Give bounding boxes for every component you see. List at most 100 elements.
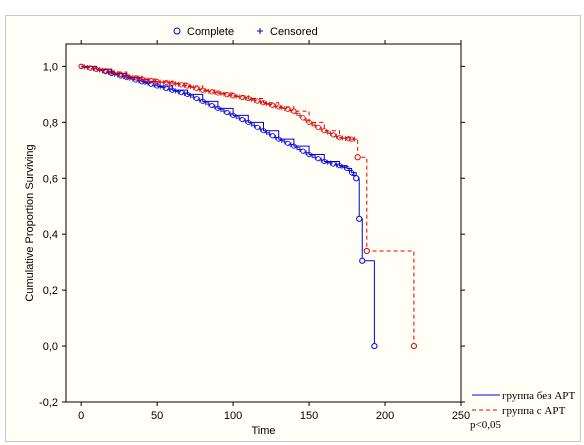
censored-marker-0 xyxy=(203,100,209,106)
y-tick-label: -0,2 xyxy=(39,397,58,409)
censored-marker-1 xyxy=(303,117,309,123)
complete-marker-1 xyxy=(209,89,215,95)
censored-marker-1 xyxy=(251,97,257,103)
p-value-annotation: p<0,05 xyxy=(470,419,501,431)
legend-complete-label: Complete xyxy=(187,26,234,38)
complete-marker-1 xyxy=(345,136,352,142)
legend-layer: Complete Censored группа без АРТ группа с А… xyxy=(173,26,576,431)
complete-marker-0 xyxy=(148,81,154,87)
complete-marker-1 xyxy=(108,69,115,75)
complete-marker-0 xyxy=(254,124,261,130)
complete-marker-0 xyxy=(215,105,221,111)
complete-marker-1 xyxy=(285,106,291,113)
censored-marker-1 xyxy=(288,107,294,113)
censored-marker-0 xyxy=(342,165,348,171)
complete-marker-1 xyxy=(148,78,154,84)
complete-marker-0 xyxy=(133,77,139,83)
complete-marker-0 xyxy=(139,79,145,85)
censored-marker-1 xyxy=(84,64,90,70)
censored-marker-0 xyxy=(166,86,172,92)
event-marker-0 xyxy=(371,342,378,350)
complete-marker-0 xyxy=(300,148,306,154)
censored-marker-0 xyxy=(264,129,270,135)
censored-marker-0 xyxy=(175,89,181,95)
complete-marker-0 xyxy=(315,156,321,162)
censored-marker-0 xyxy=(160,85,166,91)
complete-marker-1 xyxy=(102,68,109,74)
censored-marker-1 xyxy=(112,70,118,76)
censored-marker-1 xyxy=(206,88,212,94)
complete-marker-0 xyxy=(194,95,200,102)
markers-layer xyxy=(78,63,418,350)
plot-frame xyxy=(65,43,462,403)
event-marker-1 xyxy=(354,154,361,161)
series-line-1 xyxy=(81,65,415,347)
censored-marker-1 xyxy=(236,94,242,100)
x-tick-label: 0 xyxy=(78,410,84,422)
complete-marker-0 xyxy=(200,98,206,104)
legend-series-0-label: группа без АРТ xyxy=(502,390,576,402)
censored-marker-0 xyxy=(324,159,330,165)
complete-marker-0 xyxy=(209,102,215,109)
x-tick-label: 250 xyxy=(452,410,470,422)
complete-marker-1 xyxy=(184,83,191,89)
labels-layer: 0 50 100 150 200 250 -0,2 0,0 0,2 0,4 0,6 0,8 1,0 Tim… xyxy=(24,61,470,437)
complete-marker-1 xyxy=(330,132,336,138)
complete-marker-1 xyxy=(239,94,245,101)
legend-complete-icon xyxy=(173,27,181,35)
complete-marker-0 xyxy=(184,91,191,97)
complete-marker-0 xyxy=(276,136,282,142)
censored-marker-0 xyxy=(233,114,239,120)
censored-marker-1 xyxy=(282,106,288,112)
complete-marker-1 xyxy=(276,104,282,110)
censored-marker-1 xyxy=(218,91,224,97)
censored-marker-1 xyxy=(233,93,239,99)
censored-marker-1 xyxy=(136,75,142,81)
complete-marker-0 xyxy=(108,70,115,76)
y-tick-label: 1,0 xyxy=(43,61,58,73)
series-layer xyxy=(81,65,415,347)
complete-marker-1 xyxy=(93,66,99,72)
y-axis-label: Cumulative Proportion Surviving xyxy=(24,144,36,301)
censored-marker-1 xyxy=(166,80,172,86)
complete-marker-0 xyxy=(245,119,251,125)
complete-marker-1 xyxy=(230,93,236,99)
complete-marker-0 xyxy=(118,73,124,79)
censored-marker-1 xyxy=(90,66,96,72)
complete-marker-1 xyxy=(270,102,276,108)
censored-marker-1 xyxy=(115,71,121,77)
censored-marker-1 xyxy=(273,103,279,109)
complete-marker-1 xyxy=(139,76,145,82)
censored-marker-1 xyxy=(96,67,102,73)
censored-marker-0 xyxy=(279,137,285,143)
complete-marker-1 xyxy=(194,85,200,92)
censored-marker-1 xyxy=(324,129,330,135)
complete-marker-1 xyxy=(300,115,306,121)
censored-marker-1 xyxy=(188,84,194,90)
complete-marker-1 xyxy=(291,108,297,114)
complete-marker-0 xyxy=(349,170,355,176)
censored-marker-1 xyxy=(203,88,209,94)
complete-marker-1 xyxy=(315,124,321,130)
censored-marker-1 xyxy=(267,101,273,107)
x-tick-label: 150 xyxy=(300,410,318,422)
censored-marker-1 xyxy=(127,74,133,80)
x-tick-label: 100 xyxy=(224,410,242,422)
censored-marker-1 xyxy=(191,85,197,91)
complete-marker-0 xyxy=(224,109,230,116)
censored-marker-1 xyxy=(309,121,315,127)
event-marker-1 xyxy=(410,342,418,350)
censored-marker-0 xyxy=(157,84,163,90)
complete-marker-0 xyxy=(163,85,169,92)
censored-marker-0 xyxy=(339,164,345,170)
censored-marker-1 xyxy=(297,113,303,119)
complete-marker-1 xyxy=(118,71,124,78)
censored-marker-1 xyxy=(279,105,285,111)
y-tick-label: 0,4 xyxy=(43,229,58,241)
complete-marker-0 xyxy=(124,74,130,81)
censored-marker-1 xyxy=(197,86,203,92)
censored-marker-1 xyxy=(212,89,218,95)
x-axis-label: Time xyxy=(251,425,275,437)
event-marker-1 xyxy=(363,247,370,255)
event-marker-0 xyxy=(353,175,360,182)
